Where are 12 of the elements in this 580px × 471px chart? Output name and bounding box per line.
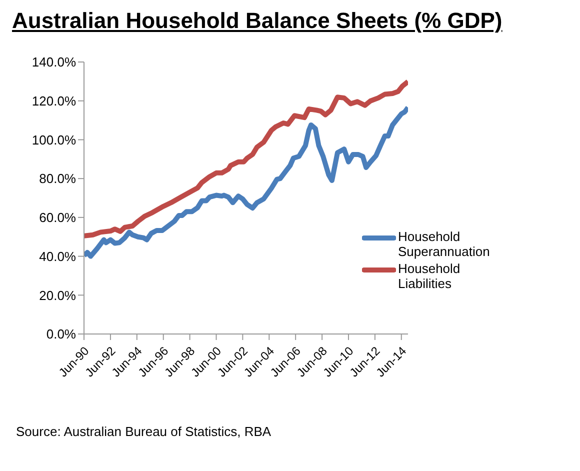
y-tick-label: 60.0% — [39, 210, 76, 226]
y-tick-label: 140.0% — [32, 54, 76, 70]
y-tick-label: 20.0% — [39, 288, 76, 303]
y-tick-label: 100.0% — [32, 132, 76, 148]
y-tick-label: 120.0% — [32, 93, 76, 108]
legend-label: Household Superannuation — [398, 229, 491, 259]
chart-title: Australian Household Balance Sheets (% GDP) — [12, 8, 504, 34]
y-tick-label: 40.0% — [39, 248, 76, 264]
y-tick-label: 80.0% — [39, 171, 76, 186]
y-tick-label: 0.0% — [46, 326, 76, 342]
source-note: Source: Australian Bureau of Statistics, RBA — [16, 424, 272, 439]
legend-label: Household Liabilities — [398, 261, 462, 291]
